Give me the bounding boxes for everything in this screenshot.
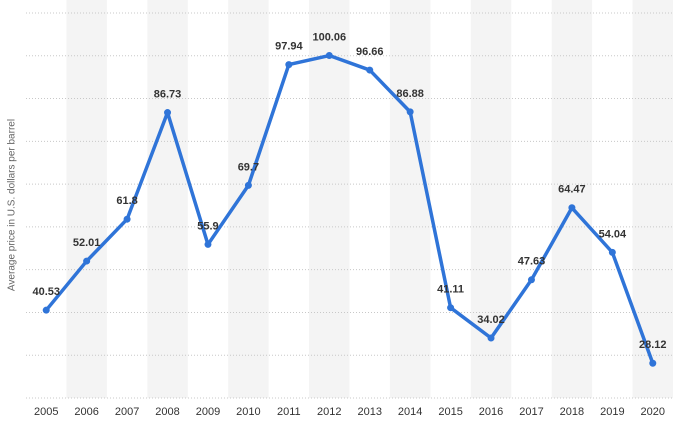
- point: [649, 359, 657, 367]
- point: [447, 304, 455, 312]
- data-label: 61.8: [116, 195, 137, 207]
- point: [366, 66, 374, 74]
- x-tick-label: 2020: [641, 406, 665, 418]
- column-band: [632, 0, 673, 398]
- column-band: [309, 0, 350, 398]
- data-label: 47.63: [518, 256, 546, 268]
- point: [325, 52, 333, 60]
- x-tick-label: 2011: [277, 406, 301, 418]
- point: [83, 257, 91, 265]
- x-tick-label: 2005: [34, 406, 58, 418]
- column-band: [228, 0, 269, 398]
- point: [244, 181, 252, 189]
- point: [42, 306, 50, 314]
- point: [285, 61, 293, 69]
- data-label: 52.01: [73, 237, 101, 249]
- data-label: 34.02: [477, 314, 505, 326]
- x-tick-label: 2017: [519, 406, 543, 418]
- column-band: [66, 0, 107, 398]
- point: [123, 215, 131, 223]
- data-label: 100.06: [312, 31, 346, 43]
- x-tick-label: 2006: [74, 406, 98, 418]
- data-label: 86.73: [154, 88, 182, 100]
- x-tick-label: 2014: [398, 406, 422, 418]
- point: [527, 276, 535, 284]
- point: [164, 109, 172, 117]
- data-label: 41.11: [437, 284, 464, 296]
- x-tick-label: 2010: [236, 406, 260, 418]
- point: [204, 240, 212, 248]
- x-tick-label: 2019: [600, 406, 624, 418]
- x-tick-label: 2012: [317, 406, 341, 418]
- point: [608, 248, 616, 256]
- x-tick-label: 2009: [196, 406, 220, 418]
- column-band: [470, 0, 512, 398]
- y-axis-label: Average price in U.S. dollars per barrel: [7, 119, 18, 291]
- x-tick-label: 2008: [155, 406, 179, 418]
- x-tick-label: 2018: [560, 406, 584, 418]
- column-band: [389, 0, 431, 398]
- data-label: 28.12: [639, 339, 667, 351]
- data-label: 54.04: [599, 228, 627, 240]
- column-band: [551, 0, 593, 398]
- column-band: [147, 0, 188, 398]
- x-tick-label: 2007: [115, 406, 139, 418]
- point: [487, 334, 495, 342]
- data-label: 69.7: [238, 161, 259, 173]
- x-tick-label: 2015: [438, 406, 462, 418]
- point: [406, 108, 414, 116]
- point: [568, 204, 576, 212]
- data-label: 64.47: [558, 184, 586, 196]
- x-tick-label: 2013: [357, 406, 381, 418]
- data-label: 96.66: [356, 46, 384, 58]
- x-tick-label: 2016: [479, 406, 503, 418]
- data-label: 97.94: [275, 40, 303, 52]
- data-label: 55.9: [197, 220, 218, 232]
- data-label: 40.53: [32, 286, 60, 298]
- line: [44, 53, 655, 364]
- data-label: 86.88: [396, 88, 424, 100]
